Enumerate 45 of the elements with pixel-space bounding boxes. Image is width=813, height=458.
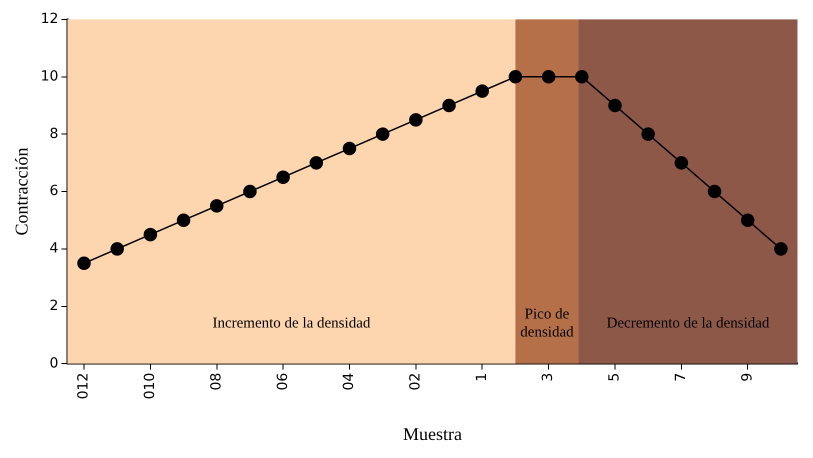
x-tick-label: 1	[474, 372, 490, 382]
x-tick-label: 04	[341, 372, 358, 391]
y-tick-label: 8	[49, 126, 58, 142]
point	[542, 70, 556, 84]
point	[144, 228, 158, 242]
point	[674, 156, 688, 170]
x-tick-label: 3	[540, 372, 556, 382]
x-tick-label: 7	[672, 372, 689, 382]
point	[342, 142, 356, 156]
y-tick-label: 0	[49, 355, 58, 372]
x-tick-label: 9	[739, 372, 756, 382]
point	[740, 213, 754, 227]
y-tick-label: 2	[49, 298, 58, 314]
y-tick-label: 6	[49, 183, 58, 200]
x-tick-label: 08	[208, 372, 224, 391]
point	[310, 156, 324, 170]
point	[608, 98, 622, 112]
point	[376, 127, 390, 141]
x-tick-label: 010	[142, 372, 158, 400]
point	[110, 242, 124, 256]
x-tick-label: 06	[274, 372, 291, 391]
x-axis-title: Muestra	[402, 424, 462, 444]
point	[708, 184, 722, 198]
point	[276, 170, 290, 184]
x-tick-label: 02	[408, 372, 424, 391]
y-tick-label: 10	[40, 68, 58, 84]
point	[641, 127, 655, 141]
annotation: Pico de densidad	[520, 306, 574, 340]
point	[243, 184, 257, 198]
point	[77, 256, 91, 270]
y-axis-title: Contracción	[12, 148, 32, 236]
point	[176, 213, 190, 227]
point	[508, 70, 522, 84]
x-tick-label: 012	[76, 372, 92, 400]
y-tick-label: 12	[40, 11, 58, 28]
point	[575, 70, 589, 84]
point	[210, 199, 224, 213]
annotation: Incremento de la densidad	[212, 315, 371, 332]
y-tick-label: 4	[49, 240, 58, 257]
point	[409, 113, 423, 127]
x-tick-label: 5	[606, 372, 623, 382]
point	[475, 84, 489, 98]
annotation: Decremento de la densidad	[606, 315, 770, 332]
point	[774, 242, 788, 256]
point	[442, 98, 456, 112]
